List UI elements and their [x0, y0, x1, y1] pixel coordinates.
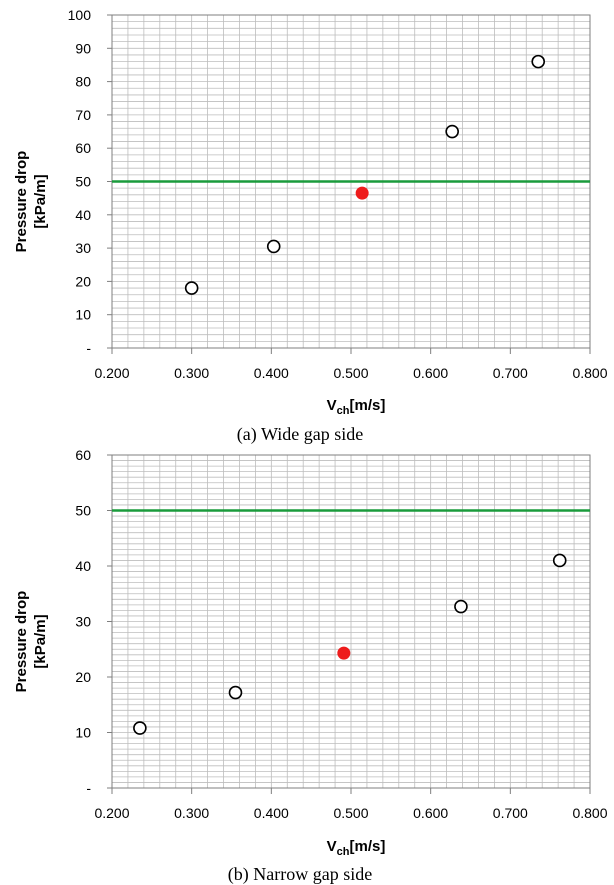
data-point-open: [531, 54, 546, 69]
x-tick-label: 0.200: [94, 805, 129, 821]
data-point-open: [552, 553, 567, 568]
data-point-open: [454, 599, 468, 614]
y-tick-label: 60: [75, 447, 91, 463]
y-axis-title-line2: [kPa/m]: [32, 614, 49, 668]
x-axis-title-main: V: [327, 838, 337, 855]
y-tick-label: 30: [75, 240, 91, 256]
figure-caption: (b) Narrow gap side: [228, 864, 372, 885]
y-tick-label: 30: [75, 614, 91, 630]
x-tick-label: 0.700: [493, 365, 528, 381]
y-tick-label: 100: [68, 7, 92, 23]
y-axis-title-line1: Pressure drop: [13, 151, 30, 253]
y-axis-title-line2: [kPa/m]: [32, 174, 49, 228]
data-point-highlight: [337, 646, 351, 660]
figure-caption: (a) Wide gap side: [237, 424, 363, 445]
x-tick-label: 0.800: [572, 805, 607, 821]
x-axis-title-main: V: [327, 397, 337, 414]
y-tick-label: 40: [75, 558, 91, 574]
chart-wide-gap: 0.200 0.300 0.400 0.500 0.600 0.700 0.800 - 10 20…: [13, 7, 608, 445]
x-axis-title-unit: [m/s]: [350, 838, 386, 855]
x-tick-label: 0.800: [572, 365, 607, 381]
x-axis-title: Vch[m/s]: [327, 397, 386, 417]
x-tick-label: 0.500: [333, 365, 368, 381]
data-point-highlight: [355, 186, 369, 200]
x-tick-label: 0.600: [413, 365, 448, 381]
x-axis-title: Vch[m/s]: [327, 838, 386, 858]
y-tick-label: 10: [75, 725, 91, 741]
data-point-open: [266, 239, 281, 254]
x-axis-title-subscript: ch: [337, 405, 350, 417]
y-tick-label: 70: [75, 107, 91, 123]
y-tick-label: 80: [75, 74, 91, 90]
y-tick-label: -: [86, 780, 91, 796]
data-point-open: [228, 685, 243, 700]
data-point-open: [445, 124, 459, 139]
y-tick-label: 20: [75, 273, 91, 289]
x-tick-label: 0.600: [413, 805, 448, 821]
y-tick-label: 50: [75, 174, 91, 190]
y-tick-label: 20: [75, 669, 91, 685]
chart-narrow-gap: 0.200 0.300 0.400 0.500 0.600 0.700 0.800 - 10 20…: [13, 447, 608, 885]
y-tick-label: 60: [75, 140, 91, 156]
y-tick-label: 10: [75, 307, 91, 323]
y-tick-label: 50: [75, 503, 91, 519]
x-tick-label: 0.700: [493, 805, 528, 821]
x-tick-label: 0.300: [174, 365, 209, 381]
y-tick-label: -: [86, 340, 91, 356]
data-point-open: [133, 721, 147, 735]
x-tick-label: 0.500: [333, 805, 368, 821]
x-axis-title-unit: [m/s]: [350, 397, 386, 414]
x-tick-label: 0.300: [174, 805, 209, 821]
y-tick-label: 40: [75, 207, 91, 223]
x-tick-label: 0.400: [254, 365, 289, 381]
grid: [112, 455, 590, 788]
data-point-open: [184, 281, 199, 295]
x-axis-title-subscript: ch: [337, 846, 350, 858]
y-tick-label: 90: [75, 40, 91, 56]
y-axis-title-line1: Pressure drop: [13, 591, 30, 693]
x-tick-label: 0.400: [254, 805, 289, 821]
x-tick-label: 0.200: [94, 365, 129, 381]
